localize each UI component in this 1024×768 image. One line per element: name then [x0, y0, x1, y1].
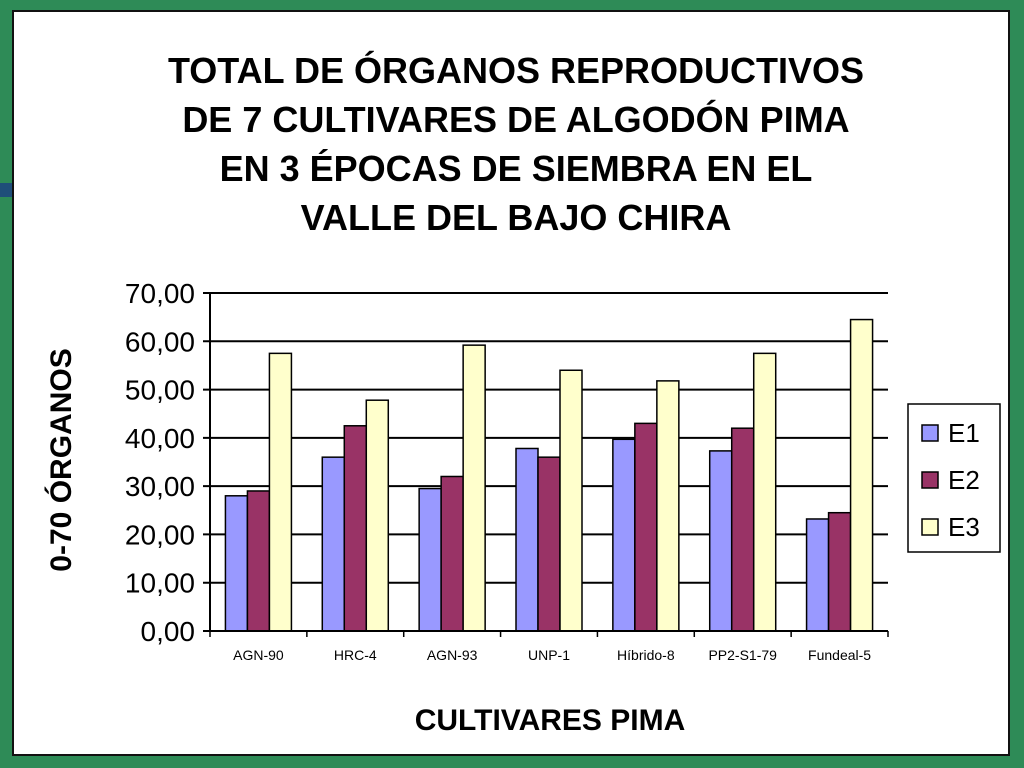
x-axis-ticks: AGN-90 HRC-4 AGN-93 UNP-1 Híbrido-8 PP2-S1-79…: [233, 647, 871, 663]
bar-e1: [805, 518, 830, 632]
slide-edge-mark: [0, 183, 12, 197]
x-tick-label: UNP-1: [528, 647, 570, 663]
legend-swatch-e2: [921, 471, 939, 489]
bar-e1: [321, 456, 346, 632]
bar-e3: [559, 369, 583, 632]
bar-e3: [462, 344, 486, 632]
bar-e1: [515, 447, 539, 632]
x-axis-title: CULTIVARES PIMA: [415, 704, 686, 737]
bar-e2: [343, 425, 368, 632]
chart-title-line-2: DE 7 CULTIVARES DE ALGODÓN PIMA: [182, 98, 849, 140]
legend-label-e2: E2: [948, 465, 980, 495]
y-axis-ticks: 0,00 10,00 20,00 30,00 40,00 50,00 60,00 70,00: [125, 278, 195, 647]
legend-swatch-e1: [921, 424, 939, 442]
x-tick-label: PP2-S1-79: [708, 647, 777, 663]
y-tick-label: 60,00: [125, 326, 195, 357]
y-tick-label: 30,00: [125, 471, 195, 502]
bar-e1: [708, 450, 733, 632]
chart-title: TOTAL DE ÓRGANOS REPRODUCTIVOS DE 7 CULT…: [168, 49, 864, 238]
legend-label-e1: E1: [948, 418, 980, 448]
x-tick-label: Fundeal-5: [808, 647, 871, 663]
bars: [224, 318, 874, 632]
bar-e1: [612, 438, 636, 632]
bar-e2: [827, 511, 852, 632]
x-tick-label: Híbrido-8: [617, 647, 675, 663]
axes: [209, 293, 889, 637]
legend-label-e3: E3: [948, 512, 980, 542]
x-tick-label: AGN-93: [427, 647, 478, 663]
chart-frame: TOTAL DE ÓRGANOS REPRODUCTIVOS DE 7 CULT…: [12, 10, 1010, 756]
y-tick-label: 0,00: [141, 616, 196, 647]
legend-swatch-e3: [921, 518, 939, 536]
y-axis-title: 0-70 ÓRGANOS: [44, 348, 78, 571]
bar-e3: [849, 318, 874, 632]
bar-e2: [440, 475, 464, 632]
bar-e3: [365, 399, 390, 632]
bar-e1: [224, 495, 249, 632]
bar-e1: [418, 487, 442, 632]
x-tick-label: HRC-4: [334, 647, 377, 663]
y-tick-label: 20,00: [125, 519, 195, 550]
bar-chart: TOTAL DE ÓRGANOS REPRODUCTIVOS DE 7 CULT…: [44, 49, 1001, 737]
y-tick-label: 50,00: [125, 375, 195, 406]
bar-e2: [634, 422, 658, 632]
bar-e2: [246, 490, 271, 632]
bar-e3: [268, 352, 293, 632]
chart-title-line-4: VALLE DEL BAJO CHIRA: [301, 197, 732, 238]
y-tick-label: 40,00: [125, 423, 195, 454]
x-tick-label: AGN-90: [233, 647, 284, 663]
bar-e3: [656, 380, 680, 632]
y-tick-label: 70,00: [125, 278, 195, 309]
bar-e3: [752, 352, 777, 632]
bar-e2: [730, 427, 755, 632]
chart-title-line-3: EN 3 ÉPOCAS DE SIEMBRA EN EL: [220, 148, 813, 189]
bar-e2: [537, 456, 561, 632]
legend: E1 E2 E3: [907, 403, 1001, 553]
chart-title-line-1: TOTAL DE ÓRGANOS REPRODUCTIVOS: [168, 49, 864, 91]
y-tick-label: 10,00: [125, 568, 195, 599]
